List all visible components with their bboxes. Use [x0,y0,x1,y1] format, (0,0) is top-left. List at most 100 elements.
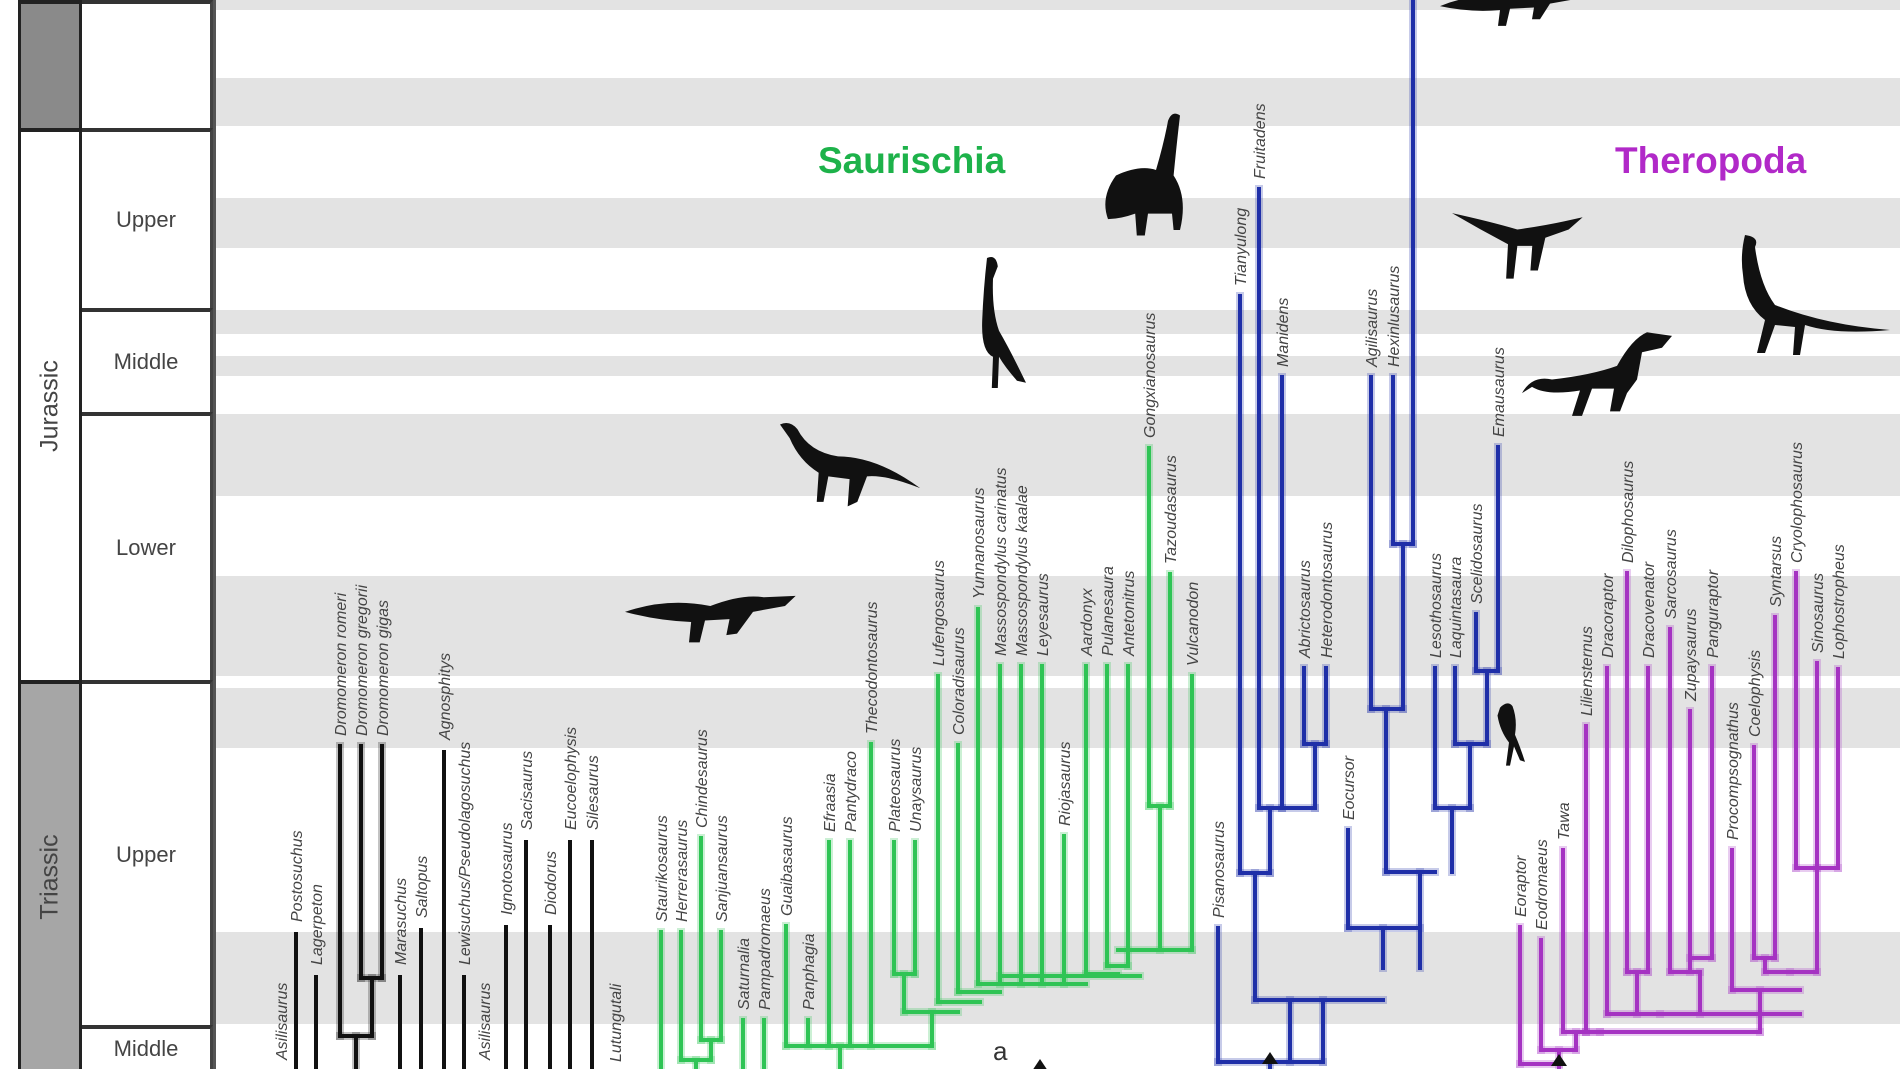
clade-blue: Pisanosaurus Tianyulong Fruitadens Manidens… [1211,0,1508,1069]
taxon-label: Marasuchus [393,878,410,965]
taxon-label: Gongxianosaurus [1142,313,1159,438]
taxon-label: Dromomeron romeri [333,592,350,736]
taxon-label: Panguraptor [1705,569,1722,658]
taxon-label: Dromomeron gigas [375,600,392,736]
period-cell [18,0,82,128]
taxon-label: Heterodontosaurus [1319,522,1336,658]
epoch-cell: Middle [82,308,213,412]
taxon-label: Aardonyx [1079,587,1096,657]
epoch-label: Middle [113,349,179,374]
clade-title-saurischia: Saurischia [818,140,1006,181]
taxon-label: Lagerpeton [309,884,326,965]
epoch-label: Middle [113,1036,179,1061]
epoch-label: Upper [116,841,176,867]
taxon-label: Eoraptor [1513,855,1530,917]
taxon-label: Sanjuansaurus [714,815,731,922]
epoch-cell: Lower [82,412,213,680]
epoch-cell: Upper [82,128,213,308]
grey-band [215,198,1900,248]
node-marker-icon [1033,1059,1047,1069]
period-cell: Triassic [18,680,82,1069]
taxon-label: Ignotosaurus [499,822,516,915]
taxon-label: Asilisaurus [477,983,494,1061]
taxon-label: Emausaurus [1491,347,1508,437]
taxon-label: Dracoraptor [1600,573,1617,658]
taxon-label: Scelidosaurus [1469,504,1486,605]
taxon-label: Eodromaeus [1534,839,1551,930]
coelophysid-icon [1741,235,1890,355]
epoch-cell: Upper [82,680,213,1025]
herrerasaurid-icon [625,595,796,643]
taxon-label: Sacisaurus [519,751,536,830]
ornithischian-icon [1452,213,1583,279]
taxon-label: Hexinlusaurus [1386,266,1403,367]
taxon-label: Tawa [1556,802,1573,840]
taxon-label: Leyesaurus [1035,573,1052,656]
taxon-label: Lesothosaurus [1428,553,1445,658]
period-cell: Jurassic [18,128,82,680]
taxon-label: Massospondylus kaalae [1014,485,1031,656]
taxon-label: Cryolophosaurus [1789,442,1806,563]
taxon-label: Riojasaurus [1057,742,1074,826]
taxon-label: Pantydraco [843,751,860,832]
taxon-label: Abrictosaurus [1297,560,1314,659]
taxon-label: Unaysaurus [908,747,925,832]
grey-band [215,78,1900,126]
grey-band [215,0,1900,10]
taxon-label: Dromomeron gregorii [354,584,371,736]
grey-band [215,310,1900,334]
taxon-label: Silesaurus [585,755,602,830]
epoch-cell [82,0,213,128]
taxon-label: Manidens [1275,298,1292,367]
grey-band [215,688,1900,748]
dilophosaur-icon [1522,332,1672,416]
taxon-label: Pulanesaura [1100,566,1117,656]
taxon-label: Tazoudasaurus [1163,455,1180,564]
taxon-label: Efraasia [822,773,839,832]
sauropod-icon [1105,113,1183,236]
taxon-label: Diodorus [543,851,560,915]
taxon-label: Laquintasaura [1448,556,1465,658]
theropod-icon [1440,0,1571,26]
node-marker-icon [1262,1052,1278,1064]
prosauropod-icon [982,256,1026,388]
taxon-label: Sinosaurus [1810,573,1827,653]
taxon-label: Agnosphitys [437,653,454,741]
taxon-label: Postosuchus [289,830,306,922]
taxon-label: Saltopus [414,856,431,918]
grey-band [215,576,1900,676]
taxon-label: Liliensternus [1579,626,1596,716]
timescale-edge [213,0,216,1069]
taxon-label: Pampadromaeus [757,888,774,1010]
taxon-label: Zupaysaurus [1683,609,1700,703]
taxon-label: Coelophysis [1747,650,1764,737]
grey-band [215,356,1900,376]
clade-title-theropoda: Theropoda [1615,140,1807,181]
small-theropod-icon [1497,703,1525,766]
taxon-label: Dilophosaurus [1620,461,1637,563]
taxon-label: Sarcosaurus [1663,529,1680,619]
taxon-label: Lufengosaurus [931,560,948,666]
node-marker-icon [1551,1054,1567,1066]
taxon-label: Fruitadens [1252,103,1269,179]
taxon-label: Vulcanodon [1185,582,1202,666]
taxon-label: Yunnanosaurus [971,488,988,600]
taxon-label: Lewisuchus/Pseudolagosuchus [457,742,474,965]
taxon-label: Syntarsus [1768,536,1785,607]
taxon-label: Staurikosaurus [654,815,671,922]
epoch-label: Lower [116,535,176,560]
taxon-label: Lophostropheus [1831,544,1848,659]
clade-purple: Eoraptor Eodromaeus Tawa LiliensternusDraco… [1513,442,1848,1069]
taxon-label: Eocursor [1341,755,1358,820]
taxon-label: Tianyulong [1233,208,1250,286]
clade-green: Staurikosaurus HerrerasaurusChindesaurusS… [654,313,1202,1069]
taxon-label: Procompsognathus [1725,702,1742,840]
taxon-label: Plateosaurus [887,739,904,832]
taxon-label: Eucoelophysis [563,727,580,830]
taxon-label: Pisanosaurus [1211,821,1228,918]
taxon-label: Agilisaurus [1364,289,1381,368]
taxon-label: Chindesaurus [694,729,711,828]
